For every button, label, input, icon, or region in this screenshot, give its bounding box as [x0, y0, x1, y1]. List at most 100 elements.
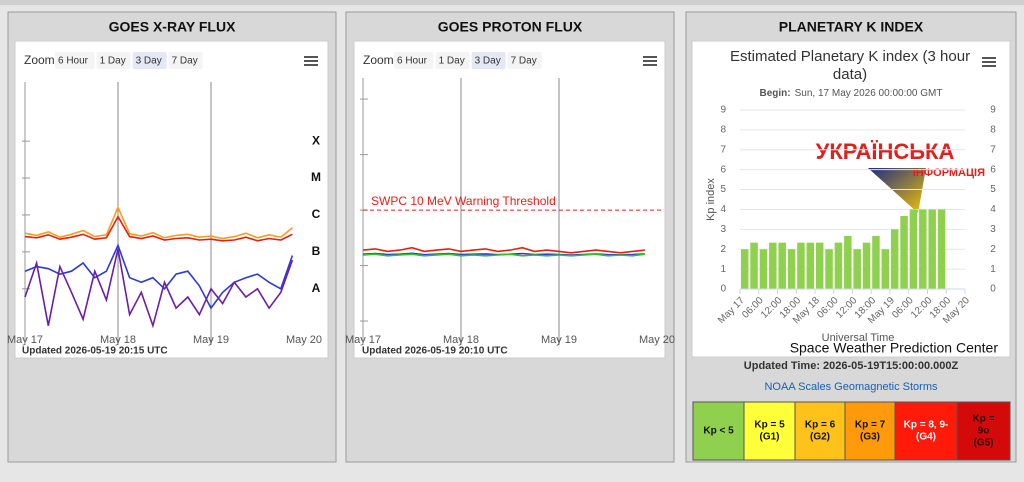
scale-cell-text: Kp < 5	[703, 426, 734, 437]
bar	[778, 242, 786, 289]
y-tick-label: B	[312, 244, 321, 258]
zoom-button[interactable]	[168, 52, 203, 69]
y-tick-label: 2	[720, 244, 726, 255]
zoom-button-label[interactable]: 7 Day	[172, 56, 198, 67]
y-tick-label: 1	[720, 264, 726, 275]
panel-title: PLANETARY K INDEX	[779, 19, 924, 35]
bar	[928, 209, 936, 289]
watermark-text: ІНФОРМАЦІЯ	[913, 167, 985, 179]
y2-tick-label: 1	[990, 264, 996, 275]
series-line	[24, 215, 293, 242]
scale-cell	[956, 401, 1011, 461]
scale-cell-text: Kp = 8, 9-	[904, 420, 949, 431]
bar	[787, 249, 796, 289]
watermark-text: УКРАЇНСЬКА	[816, 139, 955, 164]
zoom-button[interactable]	[132, 52, 167, 69]
y-tick-label: 6	[720, 164, 726, 175]
zoom-button-label[interactable]: 3 Day	[136, 56, 162, 67]
y2-tick-label: 6	[990, 164, 996, 175]
zoom-button[interactable]	[96, 52, 131, 69]
bar	[815, 242, 824, 289]
menu-icon[interactable]	[304, 56, 318, 66]
zoom-button[interactable]	[471, 52, 506, 69]
scale-cell-text: Kp =	[973, 414, 995, 425]
updated: Updated Time: 2026-05-19T15:00:00.000Z	[744, 360, 959, 372]
chart-area	[14, 40, 329, 359]
zoom-button-label[interactable]: 3 Day	[475, 56, 501, 67]
y2-tick-label: 7	[990, 144, 996, 155]
zoom-button[interactable]	[507, 52, 542, 69]
scale-link[interactable]: NOAA Scales Geomagnetic Storms	[764, 381, 938, 393]
zoom-button[interactable]	[435, 52, 470, 69]
chart-subtitle: Begin: Sun, 17 May 2026 00:00:00 GMT	[760, 88, 943, 99]
scale-cell	[894, 401, 958, 461]
zoom-button-label[interactable]: 6 Hour	[58, 56, 89, 67]
zoom-button-label[interactable]: 1 Day	[100, 56, 126, 67]
bar	[919, 209, 927, 289]
bar	[769, 242, 777, 289]
x-axis-label: Universal Time	[822, 332, 895, 344]
series-line	[24, 205, 293, 240]
y2-tick-label: 4	[990, 204, 996, 215]
y2-tick-label: 0	[990, 284, 996, 295]
y-tick-label: M	[311, 170, 321, 184]
x-tick-label: May 19	[193, 334, 229, 346]
y-tick-label: X	[312, 133, 320, 147]
bar	[937, 209, 946, 289]
bar	[872, 235, 880, 289]
x-tick-label: May 18	[100, 334, 136, 346]
zoom-button-label[interactable]: 6 Hour	[397, 56, 428, 67]
series-line	[362, 246, 645, 254]
bar	[750, 242, 758, 289]
y-tick-label: 5	[720, 184, 726, 195]
zoom-label: Zoom	[363, 53, 394, 67]
scale-cell-text: (G5)	[974, 438, 994, 449]
bar	[890, 229, 899, 289]
watermark-logo	[868, 168, 926, 213]
chart-title: Estimated Planetary K index (3 hour data…	[729, 48, 971, 83]
zoom-button-label[interactable]: 7 Day	[511, 56, 537, 67]
chart-area	[353, 40, 666, 359]
scale-cell-text: (G3)	[860, 432, 880, 443]
subtitle-label: Begin:	[760, 88, 791, 99]
bar	[881, 249, 890, 289]
scale-cell-text: (G1)	[760, 432, 780, 443]
scale-cell-text: Kp = 6	[805, 420, 836, 431]
scale-cell-text: Kp = 7	[855, 420, 886, 431]
scale-cell-text: (G2)	[810, 432, 830, 443]
y2-tick-label: 9	[990, 105, 996, 116]
y2-tick-label: 3	[990, 224, 996, 235]
y-tick-label: 9	[720, 105, 726, 116]
y2-tick-label: 8	[990, 125, 996, 136]
subtitle-text: Sun, 17 May 2026 00:00:00 GMT	[795, 88, 943, 99]
y-tick-label: 0	[720, 284, 726, 295]
credit: Space Weather Prediction Center	[790, 340, 999, 356]
x-tick-label: May 18	[443, 334, 479, 346]
bar	[844, 235, 852, 289]
y2-tick-label: 2	[990, 244, 996, 255]
series-line	[24, 248, 294, 329]
bar	[853, 249, 861, 289]
zoom-button[interactable]	[394, 52, 434, 69]
x-tick-label: May 20	[639, 334, 675, 346]
zoom-button-label[interactable]: 1 Day	[439, 56, 465, 67]
menu-icon[interactable]	[643, 56, 657, 66]
x-tick-label: May 20	[286, 334, 322, 346]
scale-cell	[794, 401, 846, 461]
scale-cell-text: Kp = 5	[754, 420, 785, 431]
y-tick-label: C	[312, 207, 321, 221]
menu-icon[interactable]	[982, 57, 996, 67]
threshold-label: SWPC 10 MeV Warning Threshold	[371, 194, 556, 208]
y-tick-label: 8	[720, 125, 726, 136]
bar	[900, 216, 908, 289]
scale-cell-text: (G4)	[916, 432, 936, 443]
bar	[862, 242, 871, 289]
x-tick-label: May 19	[541, 334, 577, 346]
bar	[759, 249, 768, 289]
bar	[797, 242, 805, 289]
zoom-button[interactable]	[55, 52, 95, 69]
scale-cell	[692, 401, 745, 461]
y-axis-label: Kp index	[705, 178, 717, 221]
